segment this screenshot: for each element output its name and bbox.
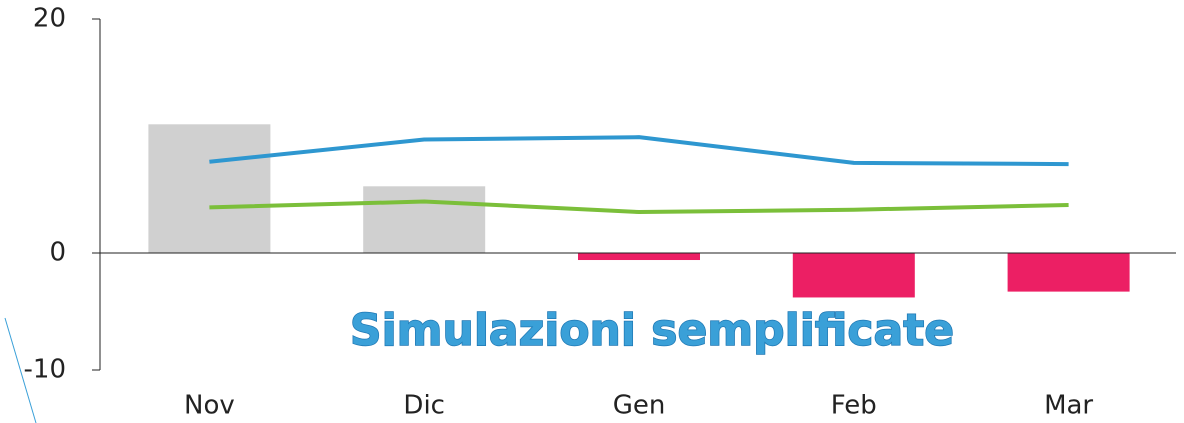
bar: [363, 186, 486, 253]
bar: [792, 253, 915, 298]
x-tick-label: Mar: [1044, 391, 1093, 421]
chart-title: Simulazioni semplificate: [350, 305, 954, 356]
y-tick-label: -10: [24, 355, 66, 385]
line-series: [209, 135, 1069, 167]
y-tick-label: 0: [49, 238, 66, 268]
x-tick-label: Feb: [831, 391, 877, 421]
x-tick-label: Nov: [184, 391, 235, 421]
x-tick-label: Gen: [613, 391, 666, 421]
bar: [148, 124, 271, 253]
line-series: [209, 199, 1069, 215]
bar: [578, 253, 700, 261]
y-tick-label: 20: [33, 4, 66, 34]
x-tick-label: Dic: [403, 391, 445, 421]
decoration-line: [4, 317, 37, 423]
bar: [1007, 253, 1130, 292]
